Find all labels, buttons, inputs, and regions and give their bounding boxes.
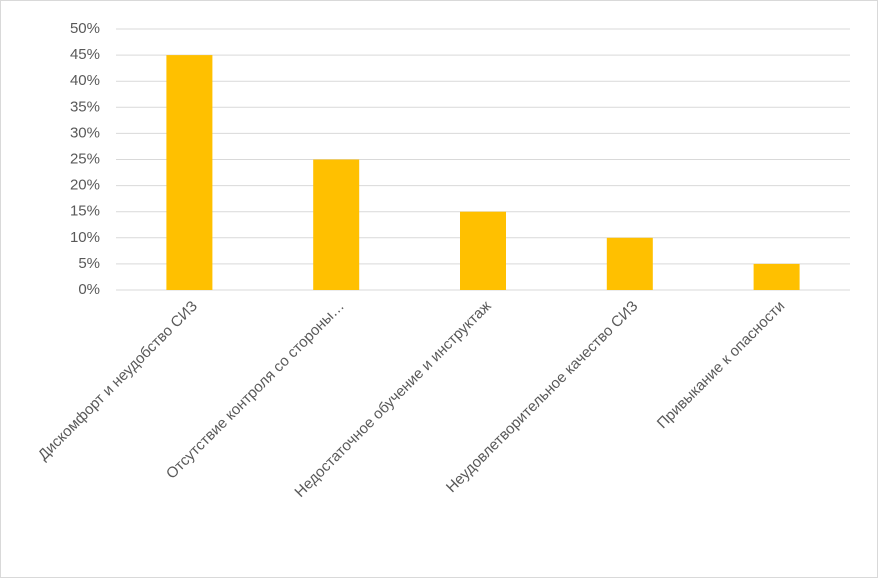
y-tick-label: 25% — [70, 150, 100, 167]
bar — [606, 237, 653, 290]
y-tick-label: 45% — [70, 46, 100, 63]
y-tick-label: 35% — [70, 98, 100, 115]
y-tick-label: 30% — [70, 124, 100, 141]
y-tick-label: 10% — [70, 229, 100, 246]
bar — [166, 55, 213, 290]
y-tick-label: 0% — [78, 281, 100, 298]
y-tick-label: 5% — [78, 255, 100, 272]
y-tick-label: 50% — [70, 20, 100, 37]
y-tick-label: 20% — [70, 177, 100, 194]
bar — [460, 211, 506, 290]
bar — [313, 159, 360, 290]
bar — [753, 263, 800, 290]
y-tick-label: 15% — [70, 203, 100, 220]
y-tick-label: 40% — [70, 72, 100, 89]
